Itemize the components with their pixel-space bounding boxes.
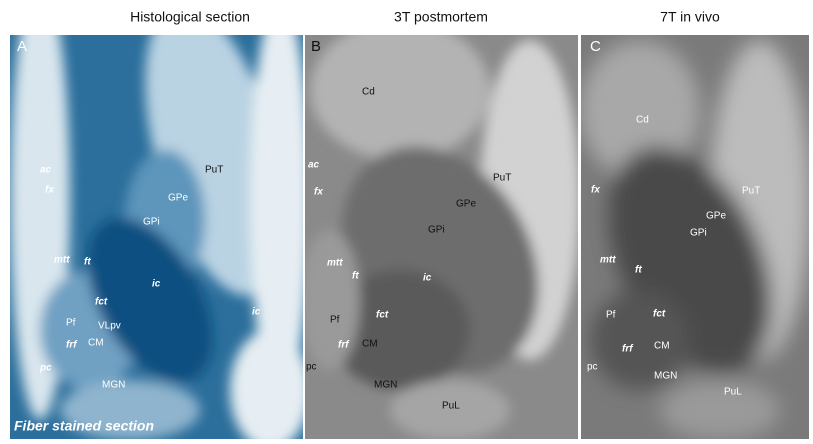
panel-title: 3T postmortem (394, 9, 488, 25)
structure-label: GPi (428, 225, 445, 236)
panel-title: Histological section (130, 9, 250, 25)
structure-label: mtt (600, 255, 616, 266)
structure-label: Cd (636, 115, 649, 126)
structure-label: pc (306, 362, 317, 373)
histology-image (10, 0, 312, 439)
structure-label: MGN (654, 371, 677, 382)
structure-label: pc (587, 362, 598, 373)
structure-label: frf (622, 344, 634, 355)
structure-label: frf (66, 340, 78, 351)
figure: Histological section 3T postmortem 7T in… (0, 0, 813, 439)
structure-label: GPe (168, 193, 188, 204)
structure-label: fx (45, 185, 54, 196)
panel-letter: B (311, 38, 321, 55)
structure-label: PuL (724, 387, 742, 398)
structure-label: fx (314, 187, 323, 198)
structure-label: ac (308, 160, 320, 171)
panel-title: 7T in vivo (660, 9, 720, 25)
structure-label: PuL (442, 401, 460, 412)
structure-label: fct (95, 297, 108, 308)
structure-label: Cd (362, 87, 375, 98)
structure-label: PuT (493, 173, 511, 184)
structure-label: fct (376, 310, 389, 321)
structure-label: fx (591, 185, 600, 196)
panel-letter: C (590, 38, 601, 55)
structure-label: ac (40, 165, 52, 176)
structure-label: MGN (102, 380, 125, 391)
structure-label: Pf (66, 318, 76, 329)
panel-letter: A (17, 38, 27, 55)
structure-label: mtt (54, 255, 70, 266)
structure-label: fct (653, 309, 666, 320)
structure-label: GPe (706, 211, 726, 222)
structure-label: CM (362, 339, 378, 350)
structure-label: Pf (606, 310, 616, 321)
structure-label: ft (635, 265, 642, 276)
structure-label: MGN (374, 380, 397, 391)
structure-label: PuT (742, 186, 760, 197)
structure-label: GPi (143, 217, 160, 228)
structure-label: ic (152, 279, 161, 290)
structure-label: CM (654, 341, 670, 352)
structure-label: mtt (327, 258, 343, 269)
structure-label: Pf (330, 315, 340, 326)
structure-label: ic (423, 273, 432, 284)
structure-label: GPe (456, 199, 476, 210)
structure-label: CM (88, 338, 104, 349)
structure-label: ft (84, 257, 91, 268)
caption: Fiber stained section (14, 418, 154, 434)
structure-label: VLpv (98, 321, 121, 332)
structure-label: GPi (690, 228, 707, 239)
structure-label: pc (39, 363, 52, 374)
structure-label: PuT (205, 165, 223, 176)
structure-label: ic (252, 307, 261, 318)
structure-label: frf (338, 340, 350, 351)
structure-label: ft (352, 271, 359, 282)
